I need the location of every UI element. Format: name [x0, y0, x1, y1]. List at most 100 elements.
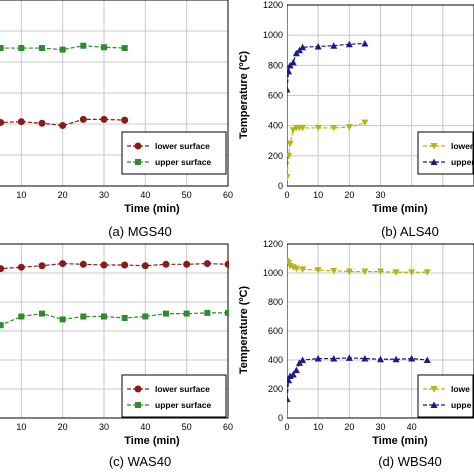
data-point	[330, 355, 338, 362]
data-point	[0, 265, 5, 273]
data-point	[377, 268, 384, 276]
series-line	[287, 260, 428, 273]
data-point	[330, 42, 338, 49]
data-point	[330, 267, 338, 275]
series-1	[287, 119, 369, 181]
x-tick-label: 50	[182, 422, 192, 432]
legend-label: upper surface	[155, 400, 211, 410]
x-tick-label: 40	[407, 422, 417, 432]
x-tick-label: 10	[313, 422, 323, 432]
legend-box	[417, 374, 474, 418]
chart-panel-3: 10 20 30 40 50 60 Time (min) (c) WAS40 lower sur…	[0, 243, 233, 469]
data-point	[121, 314, 128, 321]
data-point	[79, 260, 87, 268]
legend: lower surface upper surface	[121, 131, 227, 175]
legend-marker	[430, 158, 438, 165]
data-point	[314, 124, 322, 132]
data-point	[100, 115, 108, 123]
x-tick-label: 30	[375, 422, 385, 432]
panel-caption: (d) WBS40	[378, 454, 442, 469]
legend-box	[121, 374, 227, 418]
data-point	[121, 45, 128, 52]
data-point	[345, 354, 353, 361]
series-line	[0, 45, 125, 51]
data-point	[377, 355, 384, 363]
legend-marker	[134, 385, 142, 393]
legend: lower upper	[417, 131, 474, 175]
x-tick-label: 40	[140, 422, 150, 432]
data-point	[361, 119, 369, 127]
legend: lower surface upper surface	[121, 374, 227, 418]
data-point	[314, 267, 322, 274]
plot-area	[0, 0, 229, 187]
y-tick-label: 400	[268, 355, 283, 365]
data-point	[345, 40, 353, 48]
data-point	[287, 152, 293, 160]
y-tick-label: 0	[278, 181, 283, 191]
data-point	[314, 42, 322, 50]
y-tick-label: 600	[268, 91, 283, 101]
legend-marker	[430, 143, 438, 150]
plot-frame	[0, 243, 229, 419]
data-point	[80, 42, 87, 49]
y-tick-label: 400	[268, 121, 283, 131]
data-point	[38, 262, 46, 270]
data-point	[101, 313, 107, 320]
panel-caption: (a) MGS40	[108, 224, 172, 239]
legend-label: lowe	[451, 384, 470, 394]
data-point	[80, 313, 87, 320]
legend-marker	[134, 142, 142, 150]
legend-box	[121, 131, 227, 175]
data-point	[0, 322, 4, 329]
y-tick-label: 1200	[263, 0, 283, 10]
y-tick-label: 200	[268, 151, 283, 161]
data-point	[299, 356, 307, 363]
x-axis-title: Time (min)	[124, 435, 180, 447]
series-line	[287, 122, 366, 177]
x-tick-label: 60	[223, 422, 233, 432]
y-tick-label: 0	[278, 413, 283, 423]
plot-frame	[287, 243, 474, 419]
x-tick-label: 0	[284, 190, 289, 200]
data-point	[17, 263, 25, 271]
series-1	[0, 115, 129, 130]
legend-marker	[430, 386, 438, 393]
data-point	[0, 118, 5, 126]
data-point	[287, 173, 291, 181]
x-tick-label: 20	[344, 422, 354, 432]
x-tick-label: 40	[140, 190, 150, 200]
x-tick-label: 30	[99, 190, 109, 200]
legend-marker	[135, 402, 141, 408]
series-2	[287, 354, 431, 403]
x-axis-title: Time (min)	[124, 203, 180, 215]
legend-box	[417, 131, 474, 175]
x-tick-label: 60	[223, 190, 233, 200]
data-point	[101, 44, 107, 51]
data-point	[287, 395, 291, 403]
data-point	[289, 371, 297, 378]
legend-label: lower	[451, 141, 474, 151]
data-point	[163, 310, 169, 317]
series-1	[0, 260, 229, 273]
y-axis-title: Temperature (ºC)	[238, 286, 250, 374]
data-point	[121, 116, 129, 124]
panel-caption: (c) WAS40	[109, 454, 171, 469]
data-point	[183, 310, 190, 317]
data-point	[361, 355, 369, 362]
data-point	[17, 118, 25, 126]
data-point	[361, 268, 369, 276]
data-point	[287, 140, 294, 148]
data-point	[408, 269, 416, 276]
plot-frame	[0, 0, 229, 187]
data-point	[423, 269, 431, 276]
x-tick-label: 10	[16, 422, 26, 432]
data-point	[59, 122, 67, 130]
plot-area	[287, 243, 474, 419]
x-tick-label: 10	[16, 190, 26, 200]
x-tick-label: 30	[99, 422, 109, 432]
data-point	[203, 260, 211, 268]
data-point	[361, 39, 369, 47]
data-point	[0, 45, 4, 52]
y-tick-label: 1200	[263, 239, 283, 249]
